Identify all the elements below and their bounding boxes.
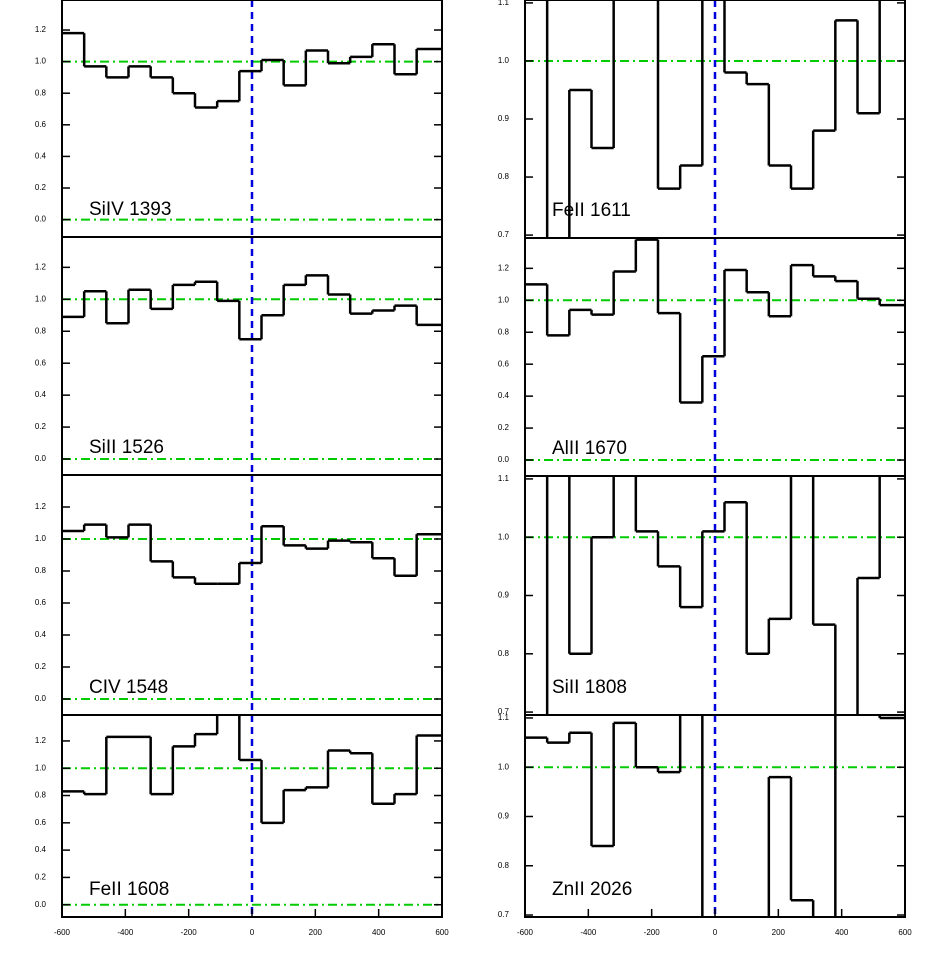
y-tick-label: 0.6 [35, 598, 47, 607]
x-tick-label: -600 [517, 928, 534, 937]
y-tick-label: 0.9 [498, 114, 510, 123]
y-tick-label: 0.0 [35, 694, 47, 703]
panel [62, 237, 442, 475]
y-tick-label: 0.2 [35, 662, 47, 671]
y-tick-label: 0.4 [35, 630, 47, 639]
y-tick-label: 0.8 [498, 649, 510, 658]
y-tick-label: 0.6 [35, 120, 47, 129]
x-tick-label: 200 [309, 928, 323, 937]
y-tick-label: 1.2 [35, 502, 47, 511]
y-tick-label: 1.1 [498, 713, 510, 722]
panel [525, 238, 905, 476]
y-tick-label: 0.2 [35, 873, 47, 882]
panel [62, 715, 442, 917]
x-tick-label: 600 [435, 928, 449, 937]
y-tick-label: 0.8 [35, 791, 47, 800]
y-tick-label: 0.2 [498, 423, 510, 432]
y-tick-label: 1.0 [498, 295, 510, 304]
y-tick-label: 0.0 [35, 900, 47, 909]
line-label: SiII 1808 [552, 677, 627, 698]
y-tick-label: 0.8 [498, 327, 510, 336]
y-tick-label: 1.1 [498, 0, 510, 7]
y-tick-label: 0.0 [498, 455, 510, 464]
y-tick-label: 0.2 [35, 422, 47, 431]
y-tick-label: 0.4 [35, 152, 47, 161]
y-tick-label: 0.4 [498, 391, 510, 400]
y-tick-label: 1.2 [498, 263, 510, 272]
x-tick-label: -600 [54, 928, 71, 937]
x-tick-label: 600 [898, 928, 912, 937]
x-tick-label: 400 [835, 928, 849, 937]
x-tick-label: -200 [644, 928, 661, 937]
y-tick-label: 1.0 [35, 294, 47, 303]
y-tick-label: 0.8 [498, 172, 510, 181]
y-tick-label: 1.2 [35, 262, 47, 271]
x-tick-label: 0 [250, 928, 255, 937]
line-label: SiIV 1393 [89, 199, 171, 220]
x-tick-label: 0 [713, 928, 718, 937]
line-label: SiII 1526 [89, 437, 164, 458]
panel [525, 715, 905, 917]
y-tick-label: 0.9 [498, 591, 510, 600]
y-tick-label: 1.2 [35, 736, 47, 745]
y-tick-label: 0.8 [35, 326, 47, 335]
y-tick-label: 0.2 [35, 183, 47, 192]
y-tick-label: 1.0 [35, 534, 47, 543]
panel [62, 475, 442, 715]
y-tick-label: 0.7 [498, 910, 510, 919]
y-tick-label: 1.0 [35, 57, 47, 66]
y-tick-label: 0.0 [35, 454, 47, 463]
y-tick-label: 0.8 [35, 88, 47, 97]
y-tick-label: 1.2 [35, 25, 47, 34]
y-tick-label: 0.6 [35, 358, 47, 367]
line-label: FeII 1608 [89, 879, 169, 900]
y-tick-label: 1.0 [498, 532, 510, 541]
y-tick-label: 0.8 [498, 861, 510, 870]
y-tick-label: 1.1 [498, 474, 510, 483]
y-tick-label: 0.8 [35, 566, 47, 575]
panel [525, 476, 905, 715]
x-tick-label: -200 [181, 928, 198, 937]
y-tick-label: 0.7 [498, 707, 510, 716]
y-tick-label: 0.6 [498, 359, 510, 368]
line-label: CIV 1548 [89, 677, 168, 698]
x-tick-label: -400 [117, 928, 134, 937]
line-label: FeII 1611 [552, 200, 631, 221]
y-tick-label: 0.4 [35, 390, 47, 399]
x-tick-label: 200 [772, 928, 786, 937]
panel [62, 0, 442, 237]
y-tick-label: 0.6 [35, 818, 47, 827]
y-tick-label: 1.0 [498, 56, 510, 65]
x-tick-label: -400 [580, 928, 597, 937]
y-tick-label: 0.9 [498, 812, 510, 821]
y-tick-label: 0.7 [498, 230, 510, 239]
line-label: AlII 1670 [552, 438, 627, 459]
line-label: ZnII 2026 [552, 879, 632, 900]
y-tick-label: 0.4 [35, 845, 47, 854]
y-tick-label: 1.0 [35, 763, 47, 772]
x-tick-label: 400 [372, 928, 386, 937]
panel [525, 0, 905, 238]
y-tick-label: 1.0 [498, 762, 510, 771]
y-tick-label: 0.0 [35, 215, 47, 224]
